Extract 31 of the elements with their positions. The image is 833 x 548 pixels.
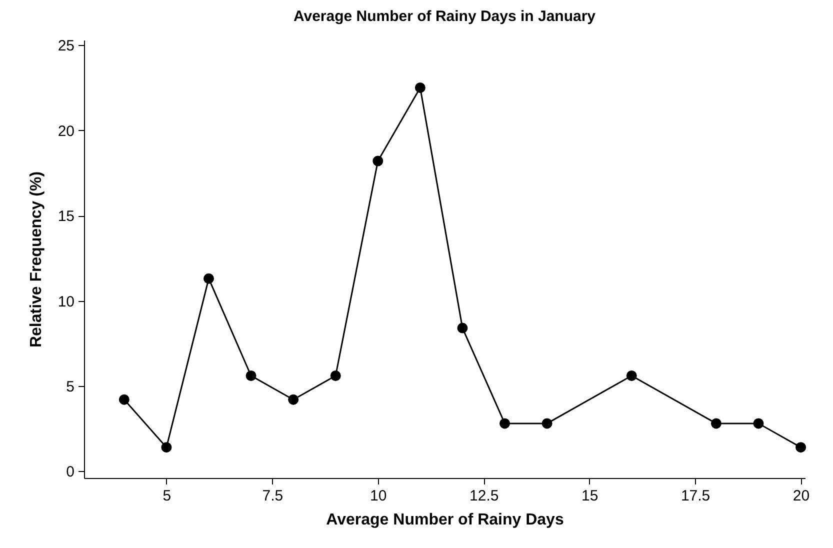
point (796, 442, 806, 453)
x-tick-label: 17.5 (680, 488, 710, 504)
point (161, 442, 172, 453)
x-axis-title: Average Number of Rainy Days (326, 512, 564, 528)
point (246, 370, 256, 381)
chart-title: Average Number of Rainy Days in January (293, 8, 596, 26)
point (414, 82, 426, 93)
point (118, 394, 130, 405)
point (542, 418, 552, 429)
point (457, 322, 468, 334)
point (753, 418, 764, 429)
y-tick-label: 10 (58, 293, 74, 310)
y-tick-label: 5 (66, 378, 74, 396)
point (500, 418, 510, 429)
point (288, 394, 299, 405)
y-tick-label: 0 (66, 464, 74, 481)
x-tick-label: 12.5 (470, 488, 499, 504)
x-tick-label: 7.5 (262, 488, 284, 504)
point (710, 418, 722, 429)
point (626, 370, 637, 381)
y-axis-title: Relative Frequency (%) (28, 171, 45, 348)
x-tick-label: 20 (792, 488, 810, 504)
point (204, 273, 214, 284)
point (330, 370, 341, 381)
x-tick-label: 15 (581, 488, 598, 504)
y-tick-label: 15 (58, 208, 74, 226)
x-tick-label: 5 (162, 488, 172, 504)
point (372, 156, 384, 166)
x-tick-label: 10 (370, 488, 387, 504)
y-tick-label: 25 (58, 38, 74, 55)
y-tick-label: 20 (58, 122, 74, 140)
